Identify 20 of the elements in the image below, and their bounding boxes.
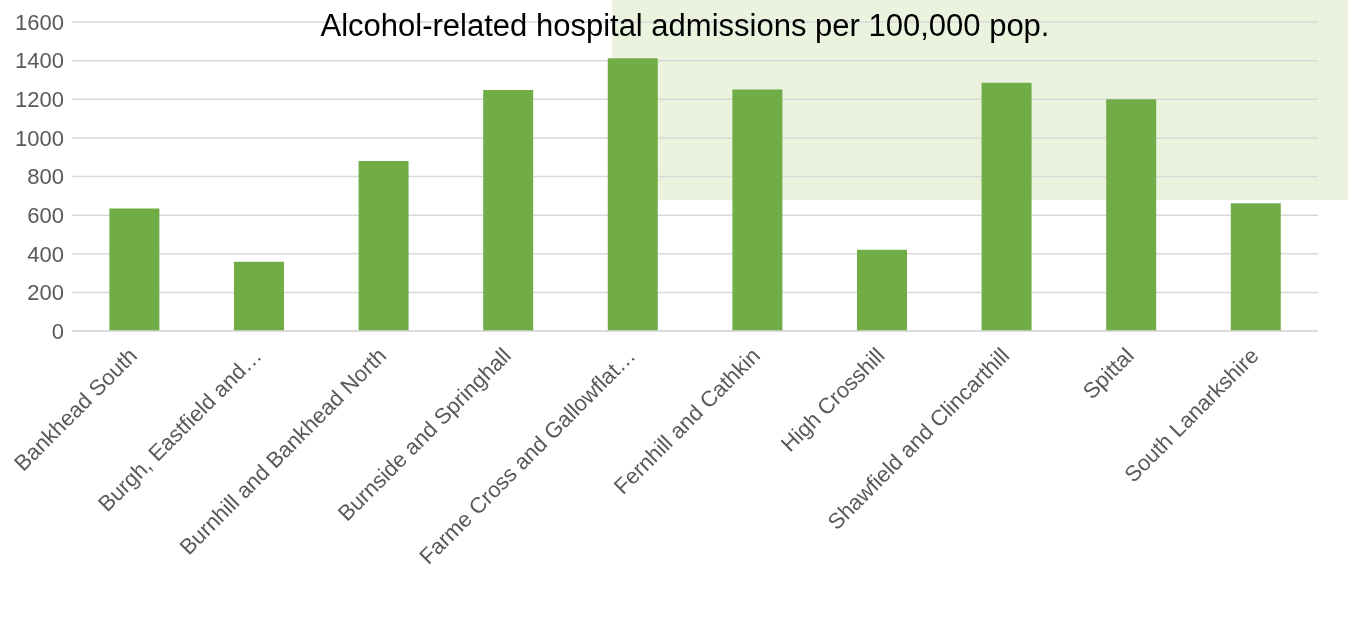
bar [732,89,783,331]
bar [483,89,534,331]
bar [109,208,160,331]
y-tick-label: 0 [51,318,64,344]
bar [856,249,907,331]
y-tick-label: 400 [27,241,64,267]
bar [358,161,409,331]
bar [1230,203,1281,331]
bar [981,82,1032,331]
y-tick-label: 1600 [15,9,64,35]
bar [1106,99,1157,331]
y-tick-label: 1000 [15,125,64,151]
bar [233,261,284,331]
y-tick-label: 1200 [15,87,64,113]
y-tick-label: 800 [27,164,64,190]
y-tick-label: 600 [27,202,64,228]
chart-title: Alcohol-related hospital admissions per 100,000 pop. [320,8,1050,43]
y-tick-label: 1400 [15,48,64,74]
y-tick-label: 200 [27,280,64,306]
bar [607,58,658,331]
